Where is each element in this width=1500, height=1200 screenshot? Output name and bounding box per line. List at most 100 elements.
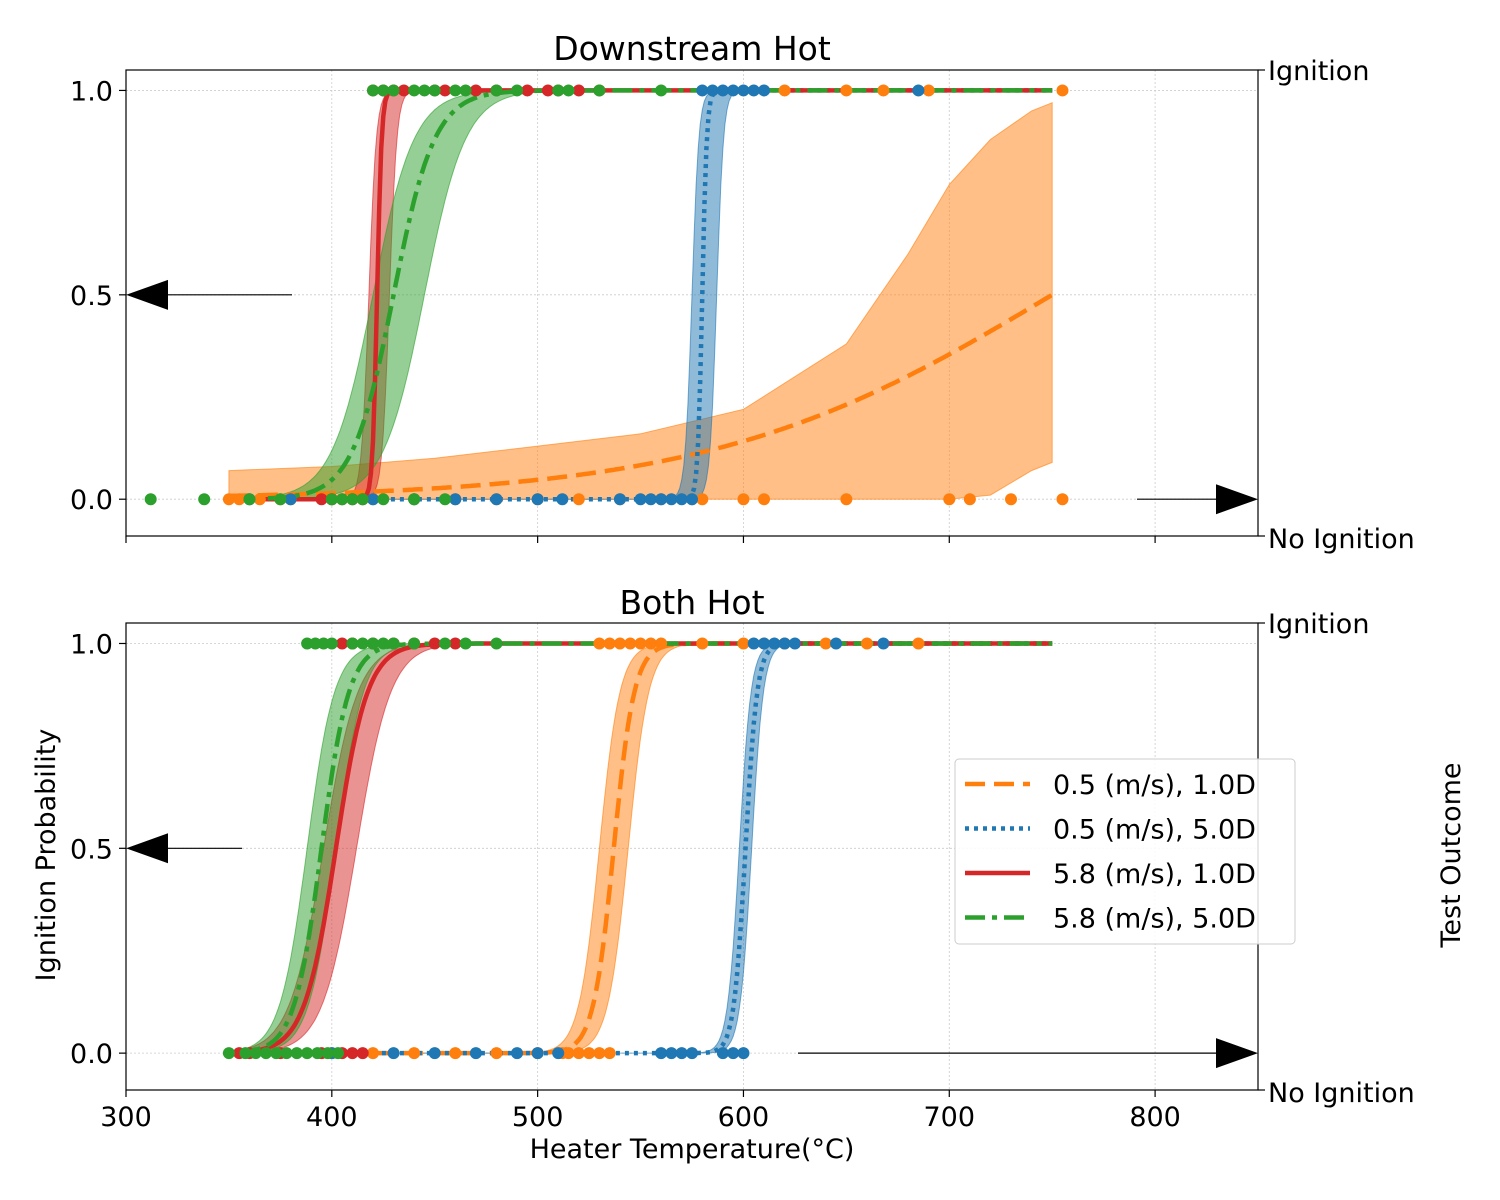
test-point-no-ignition bbox=[280, 1047, 293, 1060]
test-point-no-ignition bbox=[259, 1047, 272, 1060]
test-point-ignition bbox=[336, 637, 349, 650]
test-point-no-ignition bbox=[634, 493, 647, 506]
x-tick-label: 300 bbox=[100, 1102, 152, 1133]
test-point-ignition bbox=[877, 84, 890, 97]
test-point-no-ignition bbox=[716, 1047, 729, 1060]
test-point-no-ignition bbox=[562, 1047, 575, 1060]
test-point-ignition bbox=[408, 84, 421, 97]
test-point-no-ignition bbox=[644, 493, 657, 506]
y-axis-label: Ignition Probability bbox=[31, 729, 62, 982]
test-point-ignition bbox=[768, 637, 781, 650]
test-point-no-ignition bbox=[727, 1047, 740, 1060]
test-point-ignition bbox=[696, 637, 709, 650]
test-point-no-ignition bbox=[490, 1047, 503, 1060]
test-point-ignition bbox=[469, 84, 482, 97]
test-point-no-ignition bbox=[198, 493, 211, 506]
test-point-no-ignition bbox=[290, 1047, 303, 1060]
test-point-no-ignition bbox=[655, 493, 668, 506]
right-tick-label-no-ignition: No Ignition bbox=[1268, 524, 1415, 555]
test-point-no-ignition bbox=[439, 493, 452, 506]
x-tick-label: 400 bbox=[306, 1102, 358, 1133]
test-point-ignition bbox=[840, 84, 853, 97]
test-point-no-ignition bbox=[696, 493, 709, 506]
test-point-ignition bbox=[860, 637, 873, 650]
test-point-ignition bbox=[490, 637, 503, 650]
test-point-ignition bbox=[387, 84, 400, 97]
test-point-no-ignition bbox=[556, 493, 569, 506]
test-point-ignition bbox=[655, 637, 668, 650]
test-point-no-ignition bbox=[490, 493, 503, 506]
test-point-no-ignition bbox=[943, 493, 956, 506]
test-point-no-ignition bbox=[449, 493, 462, 506]
test-point-ignition bbox=[428, 637, 441, 650]
test-point-no-ignition bbox=[274, 493, 287, 506]
test-point-ignition bbox=[655, 84, 668, 97]
test-point-no-ignition bbox=[346, 1047, 359, 1060]
test-point-no-ignition bbox=[311, 1047, 324, 1060]
test-point-no-ignition bbox=[449, 1047, 462, 1060]
test-point-ignition bbox=[572, 84, 585, 97]
test-point-no-ignition bbox=[336, 493, 349, 506]
test-point-no-ignition bbox=[222, 493, 235, 506]
test-point-ignition bbox=[1056, 84, 1069, 97]
test-point-no-ignition bbox=[963, 493, 976, 506]
test-point-no-ignition bbox=[315, 493, 328, 506]
test-point-no-ignition bbox=[239, 1047, 252, 1060]
test-point-no-ignition bbox=[243, 493, 256, 506]
test-point-ignition bbox=[562, 84, 575, 97]
test-point-ignition bbox=[428, 84, 441, 97]
test-point-no-ignition bbox=[593, 1047, 606, 1060]
test-point-no-ignition bbox=[531, 493, 544, 506]
test-point-no-ignition bbox=[469, 1047, 482, 1060]
test-point-no-ignition bbox=[675, 1047, 688, 1060]
test-point-no-ignition bbox=[301, 1047, 314, 1060]
test-point-ignition bbox=[819, 637, 832, 650]
test-point-ignition bbox=[377, 84, 390, 97]
confidence-band bbox=[228, 89, 1053, 500]
ticks: 0.0 0.5 1.0 bbox=[70, 76, 1156, 543]
test-point-no-ignition bbox=[531, 1047, 544, 1060]
test-point-ignition bbox=[459, 637, 472, 650]
test-point-no-ignition bbox=[758, 493, 771, 506]
test-point-ignition bbox=[541, 84, 554, 97]
test-point-ignition bbox=[301, 637, 314, 650]
panel-downstream-hot: 0.0 0.5 1.0 Downstream Hot Ignition No Igni… bbox=[70, 29, 1415, 555]
test-point-no-ignition bbox=[613, 493, 626, 506]
test-point-ignition bbox=[366, 637, 379, 650]
test-point-ignition bbox=[439, 84, 452, 97]
probability-curve bbox=[228, 641, 1053, 1055]
test-point-ignition bbox=[624, 637, 637, 650]
test-point-no-ignition bbox=[511, 1047, 524, 1060]
test-point-ignition bbox=[644, 637, 657, 650]
test-point-ignition bbox=[912, 637, 925, 650]
confidence-bands bbox=[228, 643, 1053, 1054]
axis-arrows bbox=[126, 279, 1258, 515]
y-tick-label: 0.0 bbox=[70, 1039, 113, 1070]
test-point-ignition bbox=[459, 84, 472, 97]
test-point-ignition bbox=[716, 84, 729, 97]
ticks: 0.0 0.5 1.0 300 400 500 600 700 800 bbox=[70, 629, 1181, 1133]
test-point-no-ignition bbox=[1056, 493, 1069, 506]
right-axis-labels: Ignition No Ignition bbox=[1258, 56, 1415, 555]
test-points bbox=[144, 84, 1069, 506]
test-point-no-ignition bbox=[655, 1047, 668, 1060]
plot-frame bbox=[125, 69, 1259, 537]
test-point-ignition bbox=[830, 637, 843, 650]
y-tick-label: 0.0 bbox=[70, 485, 113, 516]
test-point-ignition bbox=[408, 637, 421, 650]
x-tick-label: 800 bbox=[1129, 1102, 1181, 1133]
test-point-no-ignition bbox=[572, 1047, 585, 1060]
test-point-no-ignition bbox=[572, 493, 585, 506]
test-point-no-ignition bbox=[665, 493, 678, 506]
test-point-no-ignition bbox=[408, 1047, 421, 1060]
test-point-ignition bbox=[397, 84, 410, 97]
test-point-no-ignition bbox=[144, 493, 157, 506]
test-point-ignition bbox=[511, 84, 524, 97]
test-point-no-ignition bbox=[377, 493, 390, 506]
right-tick-label-ignition: Ignition bbox=[1268, 609, 1369, 640]
legend-entry: 5.8 (m/s), 5.0D bbox=[1053, 904, 1256, 935]
test-point-no-ignition bbox=[665, 1047, 678, 1060]
test-point-no-ignition bbox=[1005, 493, 1018, 506]
test-point-no-ignition bbox=[583, 1047, 596, 1060]
test-point-ignition bbox=[922, 84, 935, 97]
